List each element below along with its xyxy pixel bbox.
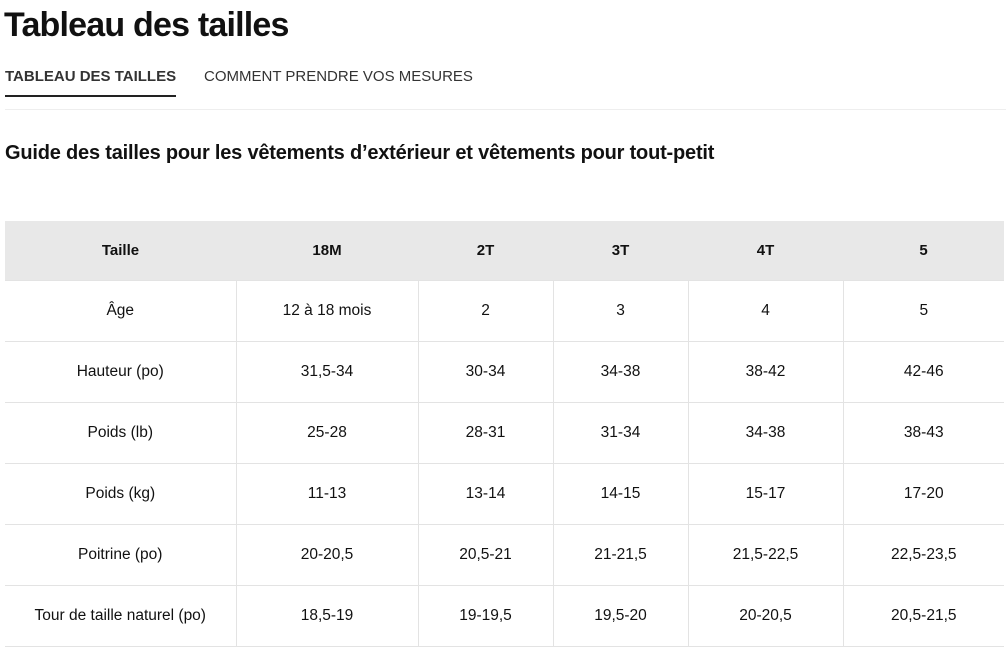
- table-cell: 31,5-34: [235, 341, 419, 403]
- table-row: Âge 12 à 18 mois 2 3 4 5: [5, 280, 1004, 342]
- table-row: Poids (lb) 25-28 28-31 31-34 34-38 38-43: [5, 402, 1004, 464]
- table-cell: 34-38: [687, 402, 844, 464]
- table-cell: 31-34: [552, 402, 689, 464]
- table-cell: Hauteur (po): [5, 341, 237, 403]
- table-cell: 22,5-23,5: [842, 524, 1004, 586]
- table-row: Hauteur (po) 31,5-34 30-34 34-38 38-42 42-46: [5, 341, 1004, 403]
- table-cell: 5: [842, 280, 1004, 342]
- tab-bar: TABLEAU DES TAILLES COMMENT PRENDRE VOS …: [5, 66, 1006, 110]
- table-cell: 28-31: [417, 402, 554, 464]
- table-cell: 11-13: [235, 463, 419, 525]
- table-cell: 25-28: [235, 402, 419, 464]
- tab[interactable]: COMMENT PRENDRE VOS MESURES: [204, 68, 473, 85]
- table-body: Âge 12 à 18 mois 2 3 4 5 Hauteur (po) 31,5-34 30…: [5, 280, 1004, 647]
- table-cell: Tour de taille naturel (po): [5, 585, 237, 647]
- table-cell: 30-34: [417, 341, 554, 403]
- table-cell: Poitrine (po): [5, 524, 237, 586]
- table-cell: 21-21,5: [552, 524, 689, 586]
- table-cell: 4: [687, 280, 844, 342]
- table-row: Poitrine (po) 20-20,5 20,5-21 21-21,5 21,5-2…: [5, 524, 1004, 586]
- table-cell: Âge: [5, 280, 237, 342]
- header-cell: 5: [843, 221, 1004, 281]
- header-cell: Taille: [5, 221, 236, 281]
- page-title: Tableau des tailles: [4, 6, 289, 44]
- size-table: Taille 18M 2T 3T 4T 5 Âge 12 à 18 mois 2 3 4 5 Haut…: [5, 221, 1004, 647]
- table-cell: 15-17: [687, 463, 844, 525]
- header-cell: 2T: [418, 221, 553, 281]
- table-cell: 20-20,5: [687, 585, 844, 647]
- table-row: Tour de taille naturel (po) 18,5-19 19-19,…: [5, 585, 1004, 647]
- table-cell: 20,5-21,5: [842, 585, 1004, 647]
- table-cell: 17-20: [842, 463, 1004, 525]
- table-cell: Poids (lb): [5, 402, 237, 464]
- section-title: Guide des tailles pour les vêtements d’e…: [5, 142, 715, 164]
- table-cell: 2: [417, 280, 554, 342]
- header-cell: 3T: [553, 221, 688, 281]
- table-cell: 18,5-19: [235, 585, 419, 647]
- table-cell: 38-43: [842, 402, 1004, 464]
- table-cell: 42-46: [842, 341, 1004, 403]
- table-cell: 12 à 18 mois: [235, 280, 419, 342]
- table-cell: 19,5-20: [552, 585, 689, 647]
- header-row: Taille 18M 2T 3T 4T 5: [5, 221, 1004, 281]
- table-cell: 34-38: [552, 341, 689, 403]
- header-cell: 18M: [236, 221, 418, 281]
- table-cell: 21,5-22,5: [687, 524, 844, 586]
- table-cell: 13-14: [417, 463, 554, 525]
- table-row: Poids (kg) 11-13 13-14 14-15 15-17 17-20: [5, 463, 1004, 525]
- table-cell: 20,5-21: [417, 524, 554, 586]
- tab[interactable]: TABLEAU DES TAILLES: [5, 68, 177, 97]
- table-cell: 3: [552, 280, 689, 342]
- header-cell: 4T: [688, 221, 843, 281]
- table-cell: 20-20,5: [235, 524, 419, 586]
- table-cell: Poids (kg): [5, 463, 237, 525]
- table-cell: 38-42: [687, 341, 844, 403]
- table-cell: 19-19,5: [417, 585, 554, 647]
- table-cell: 14-15: [552, 463, 689, 525]
